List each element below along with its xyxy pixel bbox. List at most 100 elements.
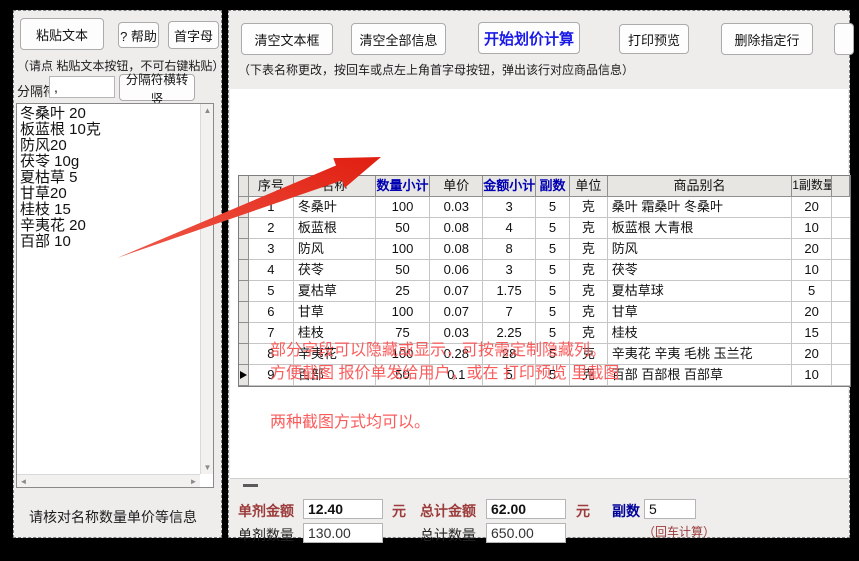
cell-seq[interactable]: 7 <box>248 323 294 344</box>
cell-doses[interactable]: 5 <box>536 365 570 386</box>
row-selector[interactable] <box>239 302 249 323</box>
cell-alias[interactable]: 防风 <box>607 239 793 260</box>
clear-all-button[interactable]: 清空全部信息 <box>351 23 446 55</box>
cell-name[interactable]: 桂枝 <box>293 323 376 344</box>
cell-qty[interactable]: 50 <box>375 218 431 239</box>
partial-button[interactable] <box>834 23 854 55</box>
cell-amount[interactable]: 3 <box>483 260 537 281</box>
cell-name[interactable]: 夏枯草 <box>293 281 376 302</box>
cell-seq[interactable]: 2 <box>248 218 294 239</box>
total-qty-input[interactable] <box>486 523 566 543</box>
cell-price[interactable]: 0.07 <box>430 302 484 323</box>
cell-name[interactable]: 茯苓 <box>293 260 376 281</box>
cell-per-dose[interactable]: 10 <box>792 218 833 239</box>
cell-price[interactable]: 0.03 <box>430 197 484 218</box>
header-unit[interactable]: 单位 <box>569 176 608 197</box>
cell-qty[interactable]: 100 <box>375 344 431 365</box>
splitter-handle[interactable] <box>243 484 258 487</box>
header-doses[interactable]: 副数 <box>536 176 570 197</box>
cell-name[interactable]: 百部 <box>293 365 376 386</box>
cell-qty[interactable]: 100 <box>375 197 431 218</box>
cell-doses[interactable]: 5 <box>536 281 570 302</box>
cell-price[interactable]: 0.03 <box>430 323 484 344</box>
cell-alias[interactable]: 桑叶 霜桑叶 冬桑叶 <box>607 197 793 218</box>
cell-qty[interactable]: 100 <box>375 239 431 260</box>
cell-price[interactable]: 0.1 <box>430 365 484 386</box>
help-button[interactable]: ? 帮助 <box>118 22 159 48</box>
herb-text-input[interactable]: 冬桑叶 20 板蓝根 10克 防风20 茯苓 10g 夏枯草 5 甘草20 桂枝… <box>16 103 214 488</box>
delete-row-button[interactable]: 删除指定行 <box>721 23 813 55</box>
cell-doses[interactable]: 5 <box>536 197 570 218</box>
row-selector[interactable] <box>239 365 249 386</box>
cell-unit[interactable]: 克 <box>569 239 608 260</box>
cell-alias[interactable]: 茯苓 <box>607 260 793 281</box>
table-row-current[interactable]: 9 百部 50 0.1 5 5 克 百部 百部根 百部草 10 <box>239 365 850 386</box>
table-row[interactable]: 4 茯苓 50 0.06 3 5 克 茯苓 10 <box>239 260 850 281</box>
cell-per-dose[interactable]: 10 <box>792 260 833 281</box>
cell-alias[interactable]: 板蓝根 大青根 <box>607 218 793 239</box>
row-selector[interactable] <box>239 281 249 302</box>
scroll-down-icon[interactable]: ▼ <box>203 463 212 472</box>
total-amount-input[interactable] <box>486 499 566 519</box>
row-selector[interactable] <box>239 197 249 218</box>
paste-text-button[interactable]: 粘贴文本 <box>20 18 104 50</box>
cell-alias[interactable]: 百部 百部根 百部草 <box>607 365 793 386</box>
cell-amount[interactable]: 28 <box>483 344 537 365</box>
cell-unit[interactable]: 克 <box>569 218 608 239</box>
scroll-up-icon[interactable]: ▲ <box>203 106 212 115</box>
cell-amount[interactable]: 8 <box>483 239 537 260</box>
table-row[interactable]: 3 防风 100 0.08 8 5 克 防风 20 <box>239 239 850 260</box>
cell-seq[interactable]: 5 <box>248 281 294 302</box>
table-row[interactable]: 5 夏枯草 25 0.07 1.75 5 克 夏枯草球 5 <box>239 281 850 302</box>
cell-alias[interactable]: 甘草 <box>607 302 793 323</box>
cell-unit[interactable]: 克 <box>569 197 608 218</box>
header-seq[interactable]: 序号 <box>248 176 294 197</box>
cell-seq[interactable]: 9 <box>248 365 294 386</box>
row-selector[interactable] <box>239 260 249 281</box>
cell-price[interactable]: 0.07 <box>430 281 484 302</box>
per-dose-amount-input[interactable] <box>303 499 383 519</box>
scroll-left-icon[interactable]: ◄ <box>19 477 28 486</box>
cell-seq[interactable]: 3 <box>248 239 294 260</box>
cell-amount[interactable]: 2.25 <box>483 323 537 344</box>
header-per-dose-qty[interactable]: 1副数量 <box>792 176 833 197</box>
start-pricing-button[interactable]: 开始划价计算 <box>478 22 580 54</box>
cell-unit[interactable]: 克 <box>569 344 608 365</box>
header-name[interactable]: 名称 <box>293 176 376 197</box>
row-selector[interactable] <box>239 239 249 260</box>
cell-doses[interactable]: 5 <box>536 323 570 344</box>
cell-per-dose[interactable]: 20 <box>792 344 833 365</box>
cell-per-dose[interactable]: 20 <box>792 239 833 260</box>
cell-seq[interactable]: 8 <box>248 344 294 365</box>
cell-name[interactable]: 板蓝根 <box>293 218 376 239</box>
cell-per-dose[interactable]: 10 <box>792 365 833 386</box>
cell-seq[interactable]: 6 <box>248 302 294 323</box>
cell-unit[interactable]: 克 <box>569 260 608 281</box>
cell-name[interactable]: 冬桑叶 <box>293 197 376 218</box>
cell-price[interactable]: 0.06 <box>430 260 484 281</box>
cell-amount[interactable]: 4 <box>483 218 537 239</box>
cell-price[interactable]: 0.08 <box>430 218 484 239</box>
row-selector[interactable] <box>239 323 249 344</box>
per-dose-qty-input[interactable] <box>303 523 383 543</box>
cell-doses[interactable]: 5 <box>536 218 570 239</box>
cell-name[interactable]: 甘草 <box>293 302 376 323</box>
cell-amount[interactable]: 1.75 <box>483 281 537 302</box>
row-selector[interactable] <box>239 218 249 239</box>
cell-per-dose[interactable]: 5 <box>792 281 833 302</box>
cell-qty[interactable]: 50 <box>375 260 431 281</box>
cell-seq[interactable]: 1 <box>248 197 294 218</box>
cell-amount[interactable]: 3 <box>483 197 537 218</box>
cell-price[interactable]: 0.28 <box>430 344 484 365</box>
table-row[interactable]: 7 桂枝 75 0.03 2.25 5 克 桂枝 15 <box>239 323 850 344</box>
cell-per-dose[interactable]: 20 <box>792 197 833 218</box>
cell-price[interactable]: 0.08 <box>430 239 484 260</box>
scroll-right-icon[interactable]: ► <box>189 477 198 486</box>
print-preview-button[interactable]: 打印预览 <box>619 24 689 54</box>
cell-unit[interactable]: 克 <box>569 365 608 386</box>
table-row[interactable]: 2 板蓝根 50 0.08 4 5 克 板蓝根 大青根 10 <box>239 218 850 239</box>
cell-qty[interactable]: 75 <box>375 323 431 344</box>
cell-unit[interactable]: 克 <box>569 281 608 302</box>
cell-qty[interactable]: 25 <box>375 281 431 302</box>
horizontal-scrollbar[interactable]: ◄ ► <box>17 474 200 487</box>
